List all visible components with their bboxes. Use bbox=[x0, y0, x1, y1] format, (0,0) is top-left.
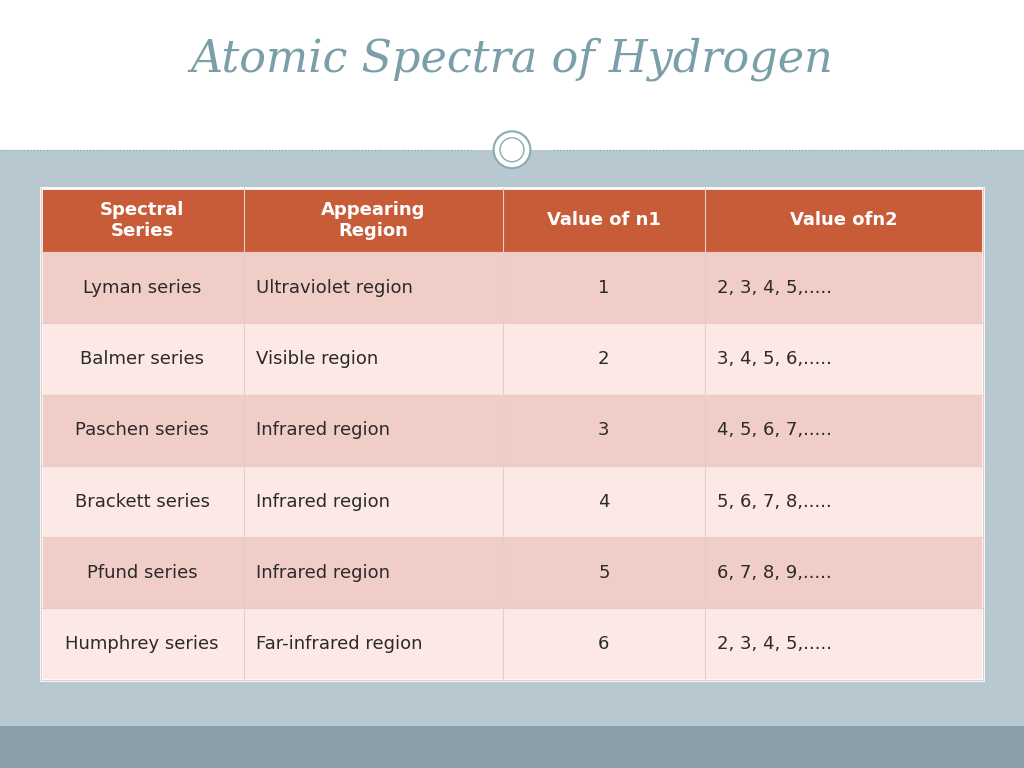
Text: Appearing
Region: Appearing Region bbox=[321, 200, 425, 240]
Bar bbox=[41, 323, 983, 395]
Text: 4: 4 bbox=[598, 492, 609, 511]
Bar bbox=[41, 466, 983, 537]
Text: Pfund series: Pfund series bbox=[87, 564, 198, 582]
Text: 1: 1 bbox=[598, 279, 609, 296]
Bar bbox=[41, 537, 983, 608]
Text: 2: 2 bbox=[598, 350, 609, 368]
Bar bbox=[41, 188, 983, 680]
Text: Humphrey series: Humphrey series bbox=[66, 635, 219, 653]
Text: 6: 6 bbox=[598, 635, 609, 653]
Text: Balmer series: Balmer series bbox=[80, 350, 204, 368]
Text: Brackett series: Brackett series bbox=[75, 492, 210, 511]
Bar bbox=[0, 150, 1024, 768]
Text: Lyman series: Lyman series bbox=[83, 279, 202, 296]
Bar bbox=[41, 608, 983, 680]
Bar bbox=[0, 0, 1024, 150]
Bar bbox=[0, 726, 1024, 768]
Text: Value ofn2: Value ofn2 bbox=[791, 211, 898, 229]
Ellipse shape bbox=[500, 137, 524, 162]
Text: Infrared region: Infrared region bbox=[256, 492, 390, 511]
Text: Value of n1: Value of n1 bbox=[547, 211, 660, 229]
Bar bbox=[41, 395, 983, 466]
Text: 4, 5, 6, 7,.....: 4, 5, 6, 7,..... bbox=[718, 421, 833, 439]
Text: 5: 5 bbox=[598, 564, 609, 582]
Text: Infrared region: Infrared region bbox=[256, 564, 390, 582]
Text: 3: 3 bbox=[598, 421, 609, 439]
Text: 5, 6, 7, 8,.....: 5, 6, 7, 8,..... bbox=[718, 492, 833, 511]
Text: Far-infrared region: Far-infrared region bbox=[256, 635, 422, 653]
Bar bbox=[41, 188, 983, 252]
Text: 2, 3, 4, 5,.....: 2, 3, 4, 5,..... bbox=[718, 635, 833, 653]
Text: 6, 7, 8, 9,.....: 6, 7, 8, 9,..... bbox=[718, 564, 833, 582]
Text: 3, 4, 5, 6,.....: 3, 4, 5, 6,..... bbox=[718, 350, 833, 368]
Text: Atomic Spectra of Hydrogen: Atomic Spectra of Hydrogen bbox=[190, 38, 834, 81]
Text: Infrared region: Infrared region bbox=[256, 421, 390, 439]
Text: Spectral
Series: Spectral Series bbox=[100, 200, 184, 240]
Text: 2, 3, 4, 5,.....: 2, 3, 4, 5,..... bbox=[718, 279, 833, 296]
Text: Paschen series: Paschen series bbox=[76, 421, 209, 439]
Text: Ultraviolet region: Ultraviolet region bbox=[256, 279, 413, 296]
Bar bbox=[41, 252, 983, 323]
Ellipse shape bbox=[494, 131, 530, 168]
Text: Visible region: Visible region bbox=[256, 350, 378, 368]
